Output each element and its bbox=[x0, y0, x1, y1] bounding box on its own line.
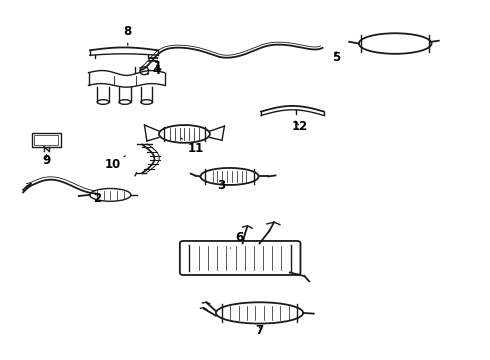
FancyBboxPatch shape bbox=[32, 133, 61, 147]
Text: 3: 3 bbox=[218, 179, 226, 192]
Text: 11: 11 bbox=[181, 138, 204, 154]
FancyBboxPatch shape bbox=[180, 241, 300, 275]
Text: 12: 12 bbox=[292, 120, 308, 133]
Text: 6: 6 bbox=[230, 231, 244, 248]
Text: 5: 5 bbox=[332, 51, 340, 64]
Text: 9: 9 bbox=[42, 154, 50, 167]
Text: 4: 4 bbox=[153, 64, 161, 77]
FancyBboxPatch shape bbox=[34, 135, 58, 145]
Text: 10: 10 bbox=[105, 156, 125, 171]
Text: 2: 2 bbox=[93, 192, 101, 205]
Text: 7: 7 bbox=[255, 324, 264, 337]
Text: 1: 1 bbox=[148, 60, 162, 75]
Text: 8: 8 bbox=[123, 24, 132, 45]
